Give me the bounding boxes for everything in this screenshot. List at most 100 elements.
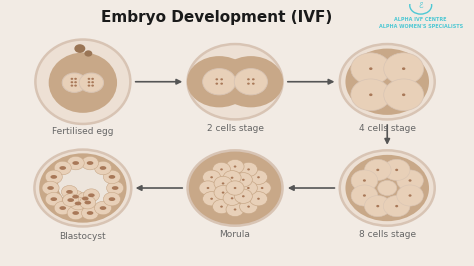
Ellipse shape	[44, 47, 122, 117]
Ellipse shape	[59, 206, 66, 210]
Circle shape	[91, 85, 94, 87]
Text: 2 cells stage: 2 cells stage	[207, 124, 264, 133]
Ellipse shape	[72, 195, 79, 199]
Circle shape	[82, 206, 99, 220]
Circle shape	[220, 168, 223, 171]
Ellipse shape	[59, 166, 66, 170]
Circle shape	[62, 73, 87, 92]
Circle shape	[192, 48, 278, 116]
Circle shape	[402, 67, 405, 70]
Ellipse shape	[397, 65, 410, 72]
Circle shape	[249, 192, 267, 206]
Circle shape	[103, 170, 120, 184]
Circle shape	[94, 161, 111, 175]
Circle shape	[234, 173, 252, 187]
Circle shape	[376, 205, 379, 207]
Circle shape	[83, 189, 100, 202]
Text: Blastocyst: Blastocyst	[60, 232, 106, 241]
Ellipse shape	[87, 161, 93, 165]
Circle shape	[242, 179, 245, 181]
Circle shape	[88, 81, 91, 83]
Circle shape	[222, 192, 224, 194]
Text: ALPHA WOMEN'S SPECIALISTS: ALPHA WOMEN'S SPECIALISTS	[379, 24, 463, 29]
Ellipse shape	[67, 198, 74, 202]
Circle shape	[363, 179, 366, 182]
Circle shape	[88, 85, 91, 87]
Circle shape	[383, 159, 410, 180]
Circle shape	[231, 197, 233, 199]
Circle shape	[88, 78, 91, 80]
Circle shape	[369, 67, 373, 70]
Circle shape	[202, 170, 220, 184]
Ellipse shape	[87, 211, 93, 215]
Circle shape	[234, 165, 237, 168]
Circle shape	[233, 80, 237, 84]
Ellipse shape	[50, 197, 57, 201]
Circle shape	[103, 192, 120, 206]
Circle shape	[210, 198, 213, 200]
Ellipse shape	[109, 175, 115, 179]
Circle shape	[202, 192, 220, 206]
Circle shape	[216, 83, 218, 85]
Circle shape	[242, 195, 245, 197]
Circle shape	[239, 181, 257, 195]
Circle shape	[220, 206, 223, 208]
Circle shape	[67, 156, 84, 170]
Circle shape	[384, 53, 424, 85]
Circle shape	[45, 170, 62, 184]
Circle shape	[409, 194, 411, 197]
Circle shape	[378, 180, 397, 196]
Circle shape	[397, 185, 423, 206]
Circle shape	[234, 187, 237, 189]
Circle shape	[397, 170, 423, 191]
Circle shape	[363, 194, 366, 197]
Circle shape	[252, 83, 255, 85]
Circle shape	[210, 176, 213, 178]
Text: ALPHA IVF CENTRE: ALPHA IVF CENTRE	[394, 16, 447, 22]
Circle shape	[365, 196, 391, 217]
Circle shape	[70, 197, 86, 210]
Ellipse shape	[100, 166, 106, 170]
Circle shape	[202, 69, 236, 95]
Ellipse shape	[82, 197, 89, 201]
Circle shape	[346, 155, 429, 221]
Text: Embryo Development (IVF): Embryo Development (IVF)	[101, 10, 332, 25]
Circle shape	[249, 170, 267, 184]
Circle shape	[212, 162, 230, 177]
Circle shape	[74, 81, 77, 83]
Circle shape	[226, 159, 244, 174]
Circle shape	[94, 201, 111, 215]
Circle shape	[222, 182, 224, 185]
Circle shape	[63, 194, 79, 206]
Circle shape	[84, 50, 92, 57]
Circle shape	[214, 176, 232, 191]
Ellipse shape	[397, 91, 410, 98]
Circle shape	[384, 79, 424, 111]
Circle shape	[340, 150, 435, 226]
Ellipse shape	[75, 202, 82, 205]
Circle shape	[234, 209, 237, 211]
Circle shape	[91, 78, 94, 80]
Circle shape	[351, 185, 378, 206]
Circle shape	[247, 187, 250, 189]
Circle shape	[207, 187, 210, 189]
Circle shape	[239, 200, 257, 214]
Circle shape	[107, 181, 124, 195]
Circle shape	[226, 202, 244, 217]
Ellipse shape	[73, 161, 79, 165]
Circle shape	[71, 78, 73, 80]
Circle shape	[247, 206, 250, 208]
Circle shape	[395, 205, 398, 207]
Text: Fertilised egg: Fertilised egg	[52, 127, 114, 136]
Circle shape	[74, 78, 77, 80]
Circle shape	[58, 163, 115, 208]
Circle shape	[77, 192, 93, 205]
Circle shape	[74, 44, 85, 53]
Ellipse shape	[100, 206, 106, 210]
Circle shape	[247, 168, 250, 171]
Circle shape	[71, 81, 73, 83]
Circle shape	[199, 181, 217, 195]
Circle shape	[42, 181, 59, 195]
Circle shape	[80, 196, 96, 209]
Circle shape	[247, 78, 250, 80]
